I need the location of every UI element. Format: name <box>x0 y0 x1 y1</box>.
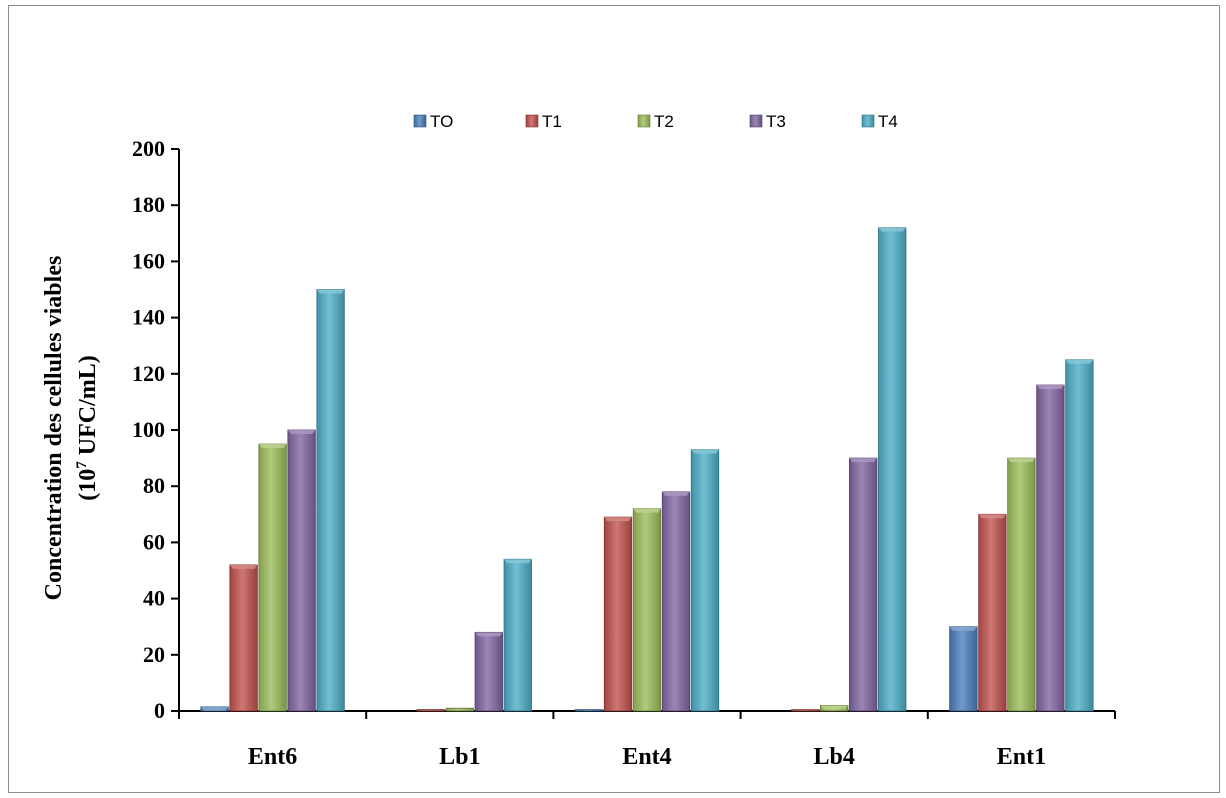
bar <box>503 558 532 712</box>
bar <box>603 516 633 712</box>
bar-bevel <box>316 289 345 294</box>
y-tick-label: 200 <box>132 136 165 161</box>
legend-swatch <box>413 114 427 128</box>
x-tick-label: Ent4 <box>622 744 671 770</box>
bar <box>1036 384 1065 712</box>
y-axis-label-line2: (107 UFC/mL) <box>74 355 101 500</box>
bar <box>878 227 907 712</box>
bar-bevel <box>1036 385 1065 390</box>
bar <box>690 449 720 712</box>
bar <box>287 429 316 712</box>
x-tick-label: Ent1 <box>997 744 1046 770</box>
bar <box>316 289 345 712</box>
bar <box>445 707 474 712</box>
bar-bevel <box>691 449 719 454</box>
y-axis: 0 20 40 60 80 100 120 140 160 180 200 <box>132 136 180 723</box>
y-tick-label: 100 <box>132 417 165 442</box>
bar-bevel <box>1007 458 1036 463</box>
bar-bevel <box>849 458 877 463</box>
bar-bevel <box>475 632 503 637</box>
y-tick-label: 140 <box>132 305 165 330</box>
bar-bevel <box>258 444 287 449</box>
bar <box>978 513 1007 712</box>
x-tick-label: Ent6 <box>248 744 297 770</box>
bars <box>200 227 1094 712</box>
legend-label: T1 <box>542 112 562 131</box>
y-tick-label: 0 <box>154 698 165 723</box>
bar-bevel <box>229 564 258 569</box>
bar-bevel <box>949 626 978 631</box>
y-axis-label: Concentration des cellules viables (107 … <box>41 256 101 601</box>
legend: TO T1 T2 T3 T4 <box>413 112 898 131</box>
y-axis-label-line1: Concentration des cellules viables <box>41 256 67 601</box>
legend-label: T2 <box>654 112 674 131</box>
y-tick-label: 160 <box>132 248 165 273</box>
bar <box>416 709 445 712</box>
bar-bevel <box>504 559 532 564</box>
y-tick-label: 20 <box>143 642 165 667</box>
bar <box>791 709 820 712</box>
bar <box>949 626 978 712</box>
chart-frame: TO T1 T2 T3 T4 Concentration des cellules vi… <box>8 5 1220 793</box>
bar <box>574 709 604 712</box>
bar-chart: TO T1 T2 T3 T4 Concentration des cellules vi… <box>41 112 1116 770</box>
bar-bevel <box>604 517 632 522</box>
legend-item: T1 <box>525 112 562 131</box>
x-tick-label: Lb1 <box>439 744 480 770</box>
legend-swatch <box>637 114 651 128</box>
legend-label: T3 <box>766 112 786 131</box>
bar-bevel <box>633 508 661 513</box>
y-tick-label: 120 <box>132 361 165 386</box>
legend-label: T4 <box>878 112 898 131</box>
bar-bevel <box>878 227 906 232</box>
bar <box>258 443 287 712</box>
legend-swatch <box>749 114 763 128</box>
bar-bevel <box>820 705 848 710</box>
legend-swatch <box>525 114 539 128</box>
bar <box>474 631 503 712</box>
bar <box>661 491 691 712</box>
x-tick-label: Lb4 <box>814 744 855 770</box>
bar <box>1065 359 1094 712</box>
legend-item: T4 <box>861 112 898 131</box>
y-tick-label: 180 <box>132 192 165 217</box>
bar-bevel <box>200 706 229 711</box>
bar-bevel <box>978 514 1007 519</box>
bar <box>1007 457 1036 712</box>
y-tick-label: 40 <box>143 586 165 611</box>
bar-bevel <box>287 430 316 434</box>
legend-item: TO <box>413 112 453 131</box>
y-tick-label: 60 <box>143 529 165 554</box>
y-tick-label: 80 <box>143 473 165 498</box>
bar <box>849 457 878 712</box>
bar-bevel <box>662 491 690 496</box>
bar-bevel <box>1065 359 1094 364</box>
legend-swatch <box>861 114 875 128</box>
legend-item: T3 <box>749 112 786 131</box>
x-axis: Ent6 Lb1 Ent4 Lb4 Ent1 <box>178 710 1116 770</box>
legend-label: TO <box>430 112 453 131</box>
legend-item: T2 <box>637 112 674 131</box>
bar <box>229 564 258 712</box>
bar <box>632 508 662 712</box>
